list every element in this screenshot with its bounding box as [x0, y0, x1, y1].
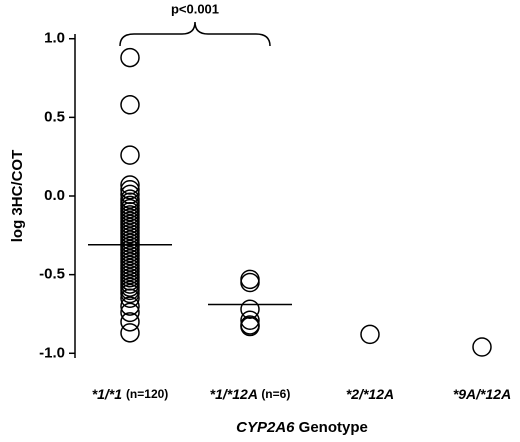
category-note: (n=6)	[261, 387, 290, 401]
point	[360, 324, 380, 345]
y-tick-label: 0.0	[44, 187, 65, 204]
point	[120, 145, 140, 165]
y-tick-label: -0.5	[39, 266, 65, 283]
category-name: *1/*12A	[210, 386, 258, 402]
category-label: *1/*1 (n=120)	[92, 386, 169, 402]
bracket	[119, 21, 271, 47]
point	[120, 296, 140, 316]
point	[120, 47, 140, 68]
category-name: *2/*12A	[346, 386, 394, 402]
category-label: *1/*12A (n=6)	[210, 386, 291, 402]
point	[120, 323, 140, 343]
point	[240, 272, 260, 293]
point	[120, 283, 140, 304]
category-label: *9A/*12A	[453, 386, 511, 402]
category-name: *1/*1	[92, 386, 123, 402]
point	[472, 337, 492, 357]
y-tick-label: 1.0	[44, 30, 65, 47]
point	[240, 316, 260, 337]
y-tick-label: -1.0	[39, 344, 65, 361]
annotation: p<0.001	[171, 1, 219, 16]
point	[120, 288, 140, 308]
y-tick-label: 0.5	[44, 108, 65, 125]
point	[120, 302, 140, 323]
x-axis-word: Genotype	[299, 419, 368, 436]
point	[120, 179, 140, 200]
point	[120, 312, 140, 332]
point	[240, 310, 260, 331]
category-name: *9A/*12A	[453, 386, 511, 402]
y-axis-title: log 3HC/COT	[9, 150, 26, 243]
x-axis-gene: CYP2A6	[236, 419, 295, 436]
category-note: (n=120)	[126, 387, 168, 401]
x-axis-title: CYP2A6 Genotype	[236, 419, 368, 436]
point	[120, 95, 140, 115]
category-label: *2/*12A	[346, 386, 394, 402]
